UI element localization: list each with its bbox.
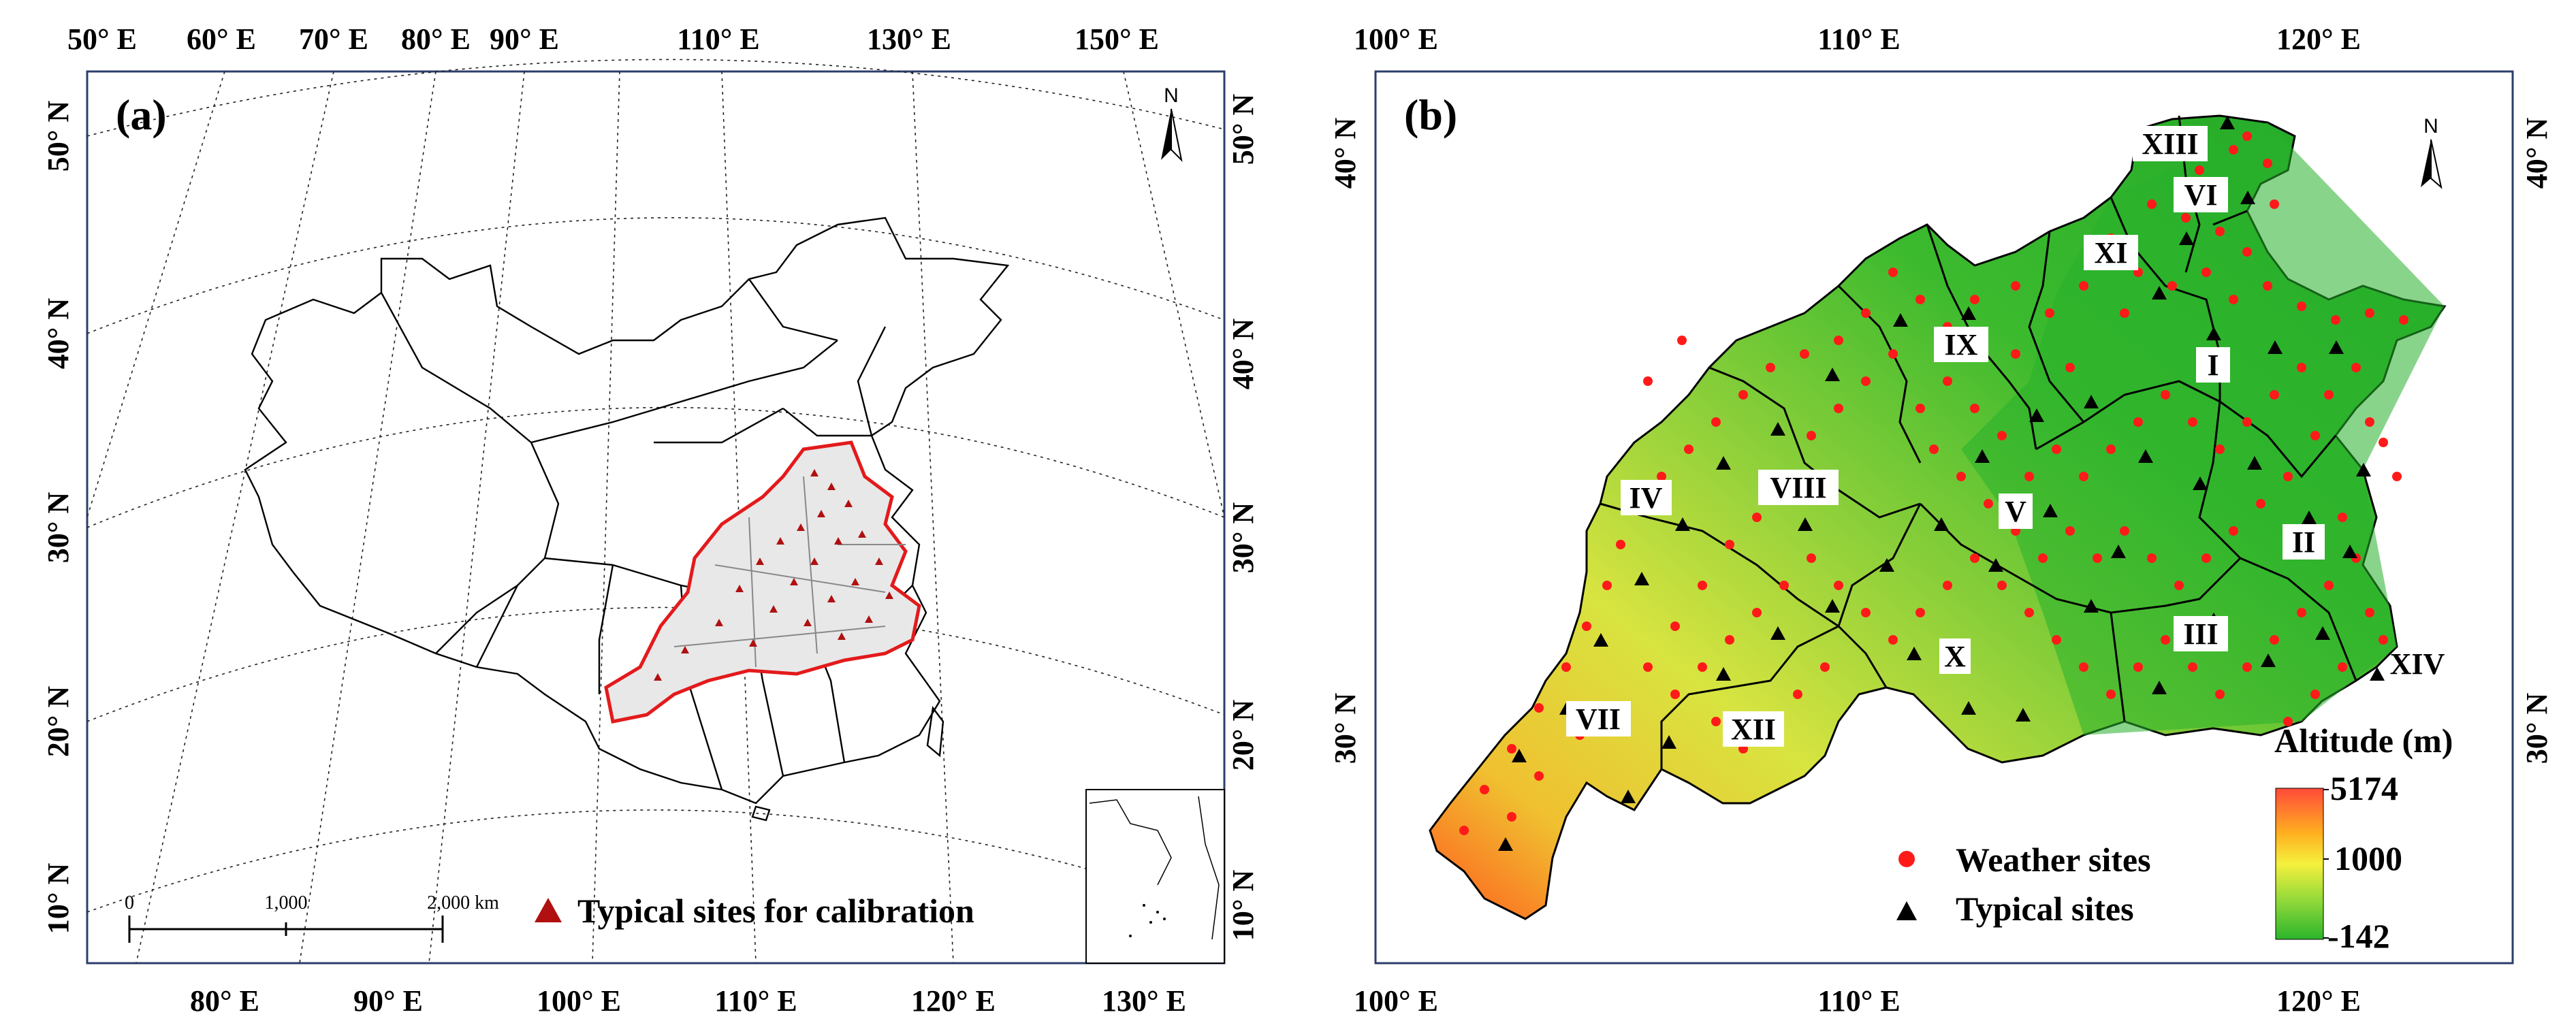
svg-text:80° E: 80° E xyxy=(190,984,259,1018)
panel-a: N (a) 0 1,000 2,000 km Typical sites for… xyxy=(0,0,1267,1036)
region-III: III xyxy=(2183,617,2218,651)
altitude-mid: 1000 xyxy=(2334,839,2402,877)
region-XIII: XIII xyxy=(2142,127,2198,161)
svg-text:10° N: 10° N xyxy=(1226,870,1260,941)
panel-b-left-ticks: 40° N 30° N xyxy=(1329,118,1362,764)
typical-triangle-icon xyxy=(1896,901,1917,920)
altitude-max: 5174 xyxy=(2330,769,2398,807)
altitude-title: Altitude (m) xyxy=(2274,722,2453,760)
panel-a-right-ticks: 50° N 40° N 30° N 20° N 10° N xyxy=(1226,94,1260,941)
svg-text:N: N xyxy=(2423,115,2438,137)
region-IX: IX xyxy=(1945,328,1978,361)
svg-text:110° E: 110° E xyxy=(1817,22,1901,56)
typical-sites-b xyxy=(1498,116,2385,851)
panel-a-left-ticks: 50° N 40° N 30° N 20° N 10° N xyxy=(42,101,75,935)
svg-text:10° N: 10° N xyxy=(42,863,75,935)
panel-b-bottom-ticks: 100° E 110° E 120° E xyxy=(1354,984,2361,1018)
svg-text:70° E: 70° E xyxy=(299,22,368,56)
typical-sites-a xyxy=(654,469,893,681)
svg-text:50° E: 50° E xyxy=(67,22,137,56)
svg-text:20° N: 20° N xyxy=(1226,700,1260,771)
panel-b: XIII VI XI IX I IV VIII V II III X XIV V… xyxy=(1329,22,2554,1018)
region-VI: VI xyxy=(2184,178,2218,212)
taiwan xyxy=(926,705,944,758)
svg-text:40° N: 40° N xyxy=(1329,118,1362,189)
svg-text:50° N: 50° N xyxy=(1226,94,1260,165)
legend-b: Weather sites Typical sites xyxy=(1896,841,2151,928)
svg-text:1,000: 1,000 xyxy=(265,892,308,913)
altitude-min: -142 xyxy=(2327,917,2390,955)
region-X: X xyxy=(1944,640,1966,673)
panel-a-bottom-ticks: 80° E 90° E 100° E 110° E 120° E 130° E xyxy=(190,984,1186,1018)
svg-text:80° E: 80° E xyxy=(401,22,471,56)
svg-text:100° E: 100° E xyxy=(1354,22,1438,56)
panel-b-frame xyxy=(1374,70,2514,965)
svg-text:100° E: 100° E xyxy=(1354,984,1438,1018)
svg-text:40° N: 40° N xyxy=(2520,118,2554,189)
svg-text:30° N: 30° N xyxy=(42,492,75,564)
legend-typical-calibration: Typical sites for calibration xyxy=(577,892,974,930)
panel-b-top-ticks: 100° E 110° E 120° E xyxy=(1354,22,2361,56)
weather-dot-icon xyxy=(1898,851,1915,867)
svg-text:110° E: 110° E xyxy=(1817,984,1901,1018)
svg-text:30° N: 30° N xyxy=(2520,693,2554,764)
panel-b-right-ticks: 40° N 30° N xyxy=(2520,118,2554,764)
region-I: I xyxy=(2207,349,2219,382)
svg-text:120° E: 120° E xyxy=(911,984,996,1018)
region-XI: XI xyxy=(2095,236,2128,270)
svg-text:60° E: 60° E xyxy=(187,22,256,56)
region-XII: XII xyxy=(1731,713,1776,746)
svg-text:90° E: 90° E xyxy=(353,984,423,1018)
panel-a-graticule xyxy=(86,59,1225,964)
region-XIV: XIV xyxy=(2390,647,2445,681)
region-VII: VII xyxy=(1576,702,1621,736)
panel-a-label: (a) xyxy=(116,91,167,139)
svg-text:40° N: 40° N xyxy=(1226,319,1260,390)
svg-text:130° E: 130° E xyxy=(867,22,951,56)
svg-text:150° E: 150° E xyxy=(1075,22,1159,56)
region-VIII: VIII xyxy=(1770,471,1826,504)
svg-text:100° E: 100° E xyxy=(537,984,621,1018)
region-V: V xyxy=(2005,495,2026,528)
panel-b-label: (b) xyxy=(1404,91,1457,139)
svg-text:0: 0 xyxy=(125,892,134,913)
svg-text:30° N: 30° N xyxy=(1329,693,1362,764)
legend-typical-sites: Typical sites xyxy=(1956,890,2134,928)
svg-text:110° E: 110° E xyxy=(714,984,797,1018)
svg-text:120° E: 120° E xyxy=(2276,22,2361,56)
panel-a-top-ticks: 50° E 60° E 70° E 80° E 90° E 110° E 130… xyxy=(67,22,1159,56)
svg-text:130° E: 130° E xyxy=(1102,984,1186,1018)
altitude-colorbar: Altitude (m) 5174 1000 -142 xyxy=(2274,722,2453,955)
svg-text:N: N xyxy=(1164,84,1179,107)
scale-bar: 0 1,000 2,000 km xyxy=(125,892,499,943)
region-IV: IV xyxy=(1629,481,1663,515)
svg-text:30° N: 30° N xyxy=(1226,502,1260,574)
triangle-icon xyxy=(535,898,562,922)
svg-text:40° N: 40° N xyxy=(42,298,75,370)
svg-text:90° E: 90° E xyxy=(490,22,559,56)
china-outline xyxy=(244,216,1010,805)
south-china-sea-inset xyxy=(1085,789,1225,964)
legend-a: Typical sites for calibration xyxy=(535,892,974,930)
svg-text:110° E: 110° E xyxy=(677,22,760,56)
north-arrow-icon-b: N xyxy=(2421,115,2443,189)
svg-text:50° N: 50° N xyxy=(42,101,75,172)
svg-text:2,000 km: 2,000 km xyxy=(427,892,499,913)
svg-text:20° N: 20° N xyxy=(42,686,75,758)
legend-weather-sites: Weather sites xyxy=(1956,841,2151,879)
hainan xyxy=(751,805,771,822)
north-arrow-icon: N xyxy=(1161,84,1183,163)
region-II: II xyxy=(2292,525,2315,559)
region-labels: XIII VI XI IX I IV VIII V II III X XIV V… xyxy=(1566,126,2445,747)
svg-text:120° E: 120° E xyxy=(2276,984,2361,1018)
